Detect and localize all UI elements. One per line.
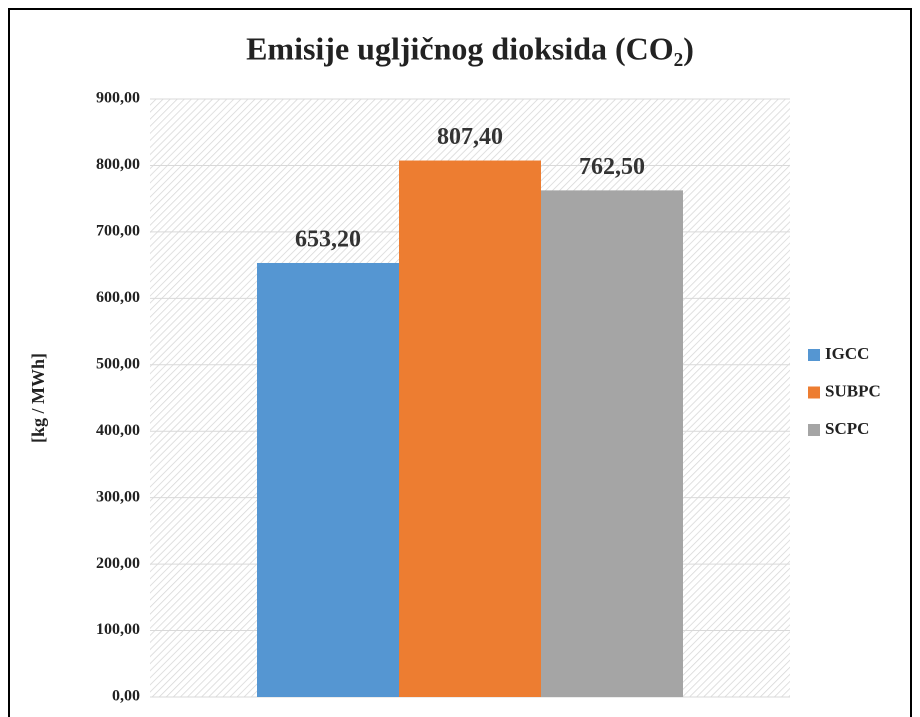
legend-label: IGCC [825, 344, 869, 363]
y-tick-label: 700,00 [96, 223, 140, 240]
y-tick-label: 900,00 [96, 90, 140, 107]
legend-label: SCPC [825, 419, 869, 438]
bar [399, 160, 541, 697]
legend-swatch [808, 349, 820, 361]
y-tick-label: 0,00 [112, 688, 140, 705]
value-label: 762,50 [579, 154, 645, 180]
y-tick-label: 600,00 [96, 289, 140, 306]
y-tick-label: 200,00 [96, 555, 140, 572]
y-tick-label: 500,00 [96, 355, 140, 372]
value-label: 653,20 [295, 226, 361, 252]
bar [541, 190, 683, 697]
legend-swatch [808, 424, 820, 436]
chart-title: Emisije ugljičnog dioksida (CO₂) [246, 30, 694, 66]
legend-swatch [808, 386, 820, 399]
y-tick-label: 800,00 [96, 156, 140, 173]
bar [257, 262, 399, 697]
y-axis-label: [kg / MWh] [28, 353, 48, 443]
y-tick-label: 100,00 [96, 621, 140, 638]
y-tick-label: 300,00 [96, 488, 140, 505]
y-tick-label: 400,00 [96, 422, 140, 439]
legend-label: SUBPC [825, 381, 881, 400]
value-label: 807,40 [437, 124, 503, 150]
